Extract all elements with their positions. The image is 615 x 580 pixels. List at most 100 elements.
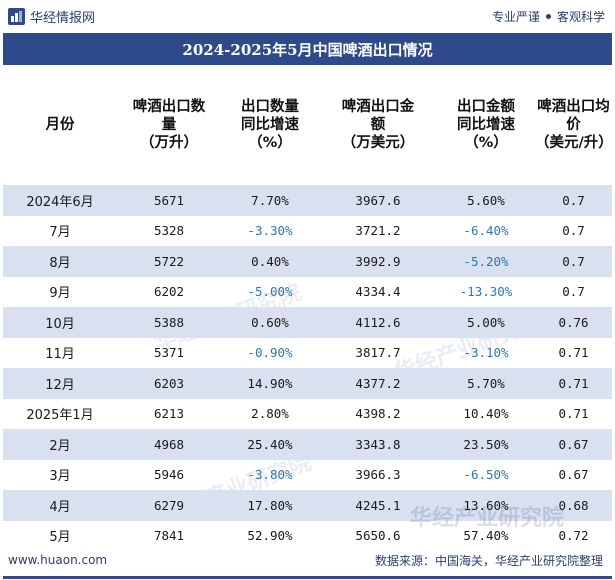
data-table: 月份 啤酒出口数量 （万升） 出口数量 同比增速 （%） 啤酒出口金额 （万美元） 出口金额 同比… — [3, 65, 613, 551]
footer-website[interactable]: www.huaon.com — [8, 553, 108, 567]
table-row: 2024年6月 5671 7.70% 3967.6 5.60% 0.7 — [3, 185, 612, 216]
tagline-left: 专业严谨 — [491, 10, 540, 24]
table-cell: 7841 — [153, 528, 185, 544]
table-cell: -3.10% — [463, 345, 509, 361]
table-cell: 5.60% — [467, 192, 505, 208]
table-cell: 0.72 — [558, 528, 589, 544]
table-cell: 57.40% — [463, 528, 509, 544]
table-cell: 4968 — [153, 436, 185, 452]
column-header-line: 量 — [161, 117, 177, 133]
table-cell: 25.40% — [247, 436, 293, 452]
table-cell: 0.7 — [562, 223, 585, 239]
table-row: 2025年1月 6213 2.80% 4398.2 10.40% 0.71 — [3, 399, 612, 430]
table-cell: -6.50% — [463, 467, 509, 483]
column-header-line: 啤酒出口数 — [132, 99, 206, 115]
table-cell: 12月 — [45, 377, 75, 393]
table-cell: -3.80% — [247, 467, 293, 483]
footer: www.huaon.com 数据来源：中国海关，华经产业研究院整理 — [0, 546, 615, 574]
table-cell: 5371 — [153, 345, 185, 361]
table-cell: 8月 — [49, 255, 71, 271]
table-cell: 7.70% — [251, 192, 289, 208]
table-cell: 0.60% — [251, 314, 289, 330]
brand-logo-icon — [8, 8, 25, 25]
table-cell: -6.40% — [463, 223, 509, 239]
table-cell: 4月 — [49, 499, 71, 515]
table-cell: 5328 — [153, 223, 185, 239]
table-cell: 13.60% — [463, 497, 509, 513]
table-cell: 5650.6 — [355, 528, 401, 544]
table-cell: 5388 — [153, 314, 185, 330]
table-cell: 4245.1 — [355, 497, 401, 513]
table-row: 11月 5371 -0.90% 3817.7 -3.10% 0.71 — [3, 338, 612, 369]
table-cell: 6203 — [153, 375, 185, 391]
table-cell: 5946 — [153, 467, 185, 483]
watermark-corner: 华经产业研究院 — [410, 506, 565, 531]
column-header-line: 啤酒出口金 — [341, 99, 415, 115]
table-cell: -5.20% — [463, 253, 509, 269]
table-row: 7月 5328 -3.30% 3721.2 -6.40% 0.7 — [3, 216, 612, 247]
table-cell: 0.71 — [558, 375, 589, 391]
brand[interactable]: 华经情报网 — [8, 7, 95, 26]
column-header-line: 月份 — [45, 117, 75, 133]
table-cell: 3992.9 — [355, 253, 401, 269]
tagline: 专业严谨 客观科学 — [492, 8, 605, 25]
table-body: 2024年6月 5671 7.70% 3967.6 5.60% 0.7 7月 5328 -3.3… — [3, 185, 612, 551]
table-row: 9月 6202 -5.00% 4334.4 -13.30% 0.7 — [3, 277, 612, 308]
table-cell: 0.76 — [558, 314, 589, 330]
table-cell: -13.30% — [459, 284, 513, 300]
table-row: 8月 5722 0.40% 3992.9 -5.20% 0.7 — [3, 246, 612, 277]
column-header-line: 出口金额 — [457, 99, 515, 115]
footer-source: 数据来源：中国海关，华经产业研究院整理 — [374, 553, 603, 568]
table-cell: 3月 — [49, 469, 71, 485]
table-cell: 0.40% — [251, 253, 289, 269]
table-cell: 11月 — [45, 347, 75, 363]
table-cell: 3817.7 — [355, 345, 401, 361]
table-cell: 2024年6月 — [26, 194, 94, 210]
table-cell: 6279 — [153, 497, 185, 513]
column-header-line: 价 — [566, 117, 581, 133]
table-cell: 10月 — [45, 316, 75, 332]
table-cell: 0.7 — [562, 253, 585, 269]
column-header-line: （%） — [464, 135, 508, 151]
table-cell: -5.00% — [247, 284, 293, 300]
table-row: 12月 6203 14.90% 4377.2 5.70% 0.71 — [3, 368, 612, 399]
table-cell: 0.67 — [558, 467, 589, 483]
table-cell: 9月 — [49, 286, 71, 302]
table-cell: 6202 — [153, 284, 185, 300]
column-header-line: （%） — [248, 135, 292, 151]
column-header-line: （万升） — [140, 135, 198, 151]
table-cell: 0.7 — [562, 284, 585, 300]
bottom-divider — [3, 576, 612, 579]
brand-name: 华经情报网 — [30, 11, 96, 26]
table-cell: 0.71 — [558, 345, 589, 361]
table-cell: 14.90% — [247, 375, 293, 391]
table-cell: 4398.2 — [355, 406, 401, 422]
table-cell: 4112.6 — [355, 314, 401, 330]
table-cell: 0.67 — [558, 436, 589, 452]
column-header-line: 啤酒出口均 — [537, 99, 610, 115]
table-cell: -0.90% — [247, 345, 293, 361]
column-header-line: （美元/升） — [535, 135, 613, 151]
table-cell: 5722 — [153, 253, 185, 269]
table-cell: 23.50% — [463, 436, 509, 452]
column-header: 月份 — [3, 65, 117, 185]
table-cell: 17.80% — [247, 497, 293, 513]
table-cell: 3343.8 — [355, 436, 401, 452]
table-cell: 3966.3 — [355, 467, 401, 483]
column-header: 出口金额同比增速 （%） — [437, 65, 535, 185]
column-header-line: 同比增速 — [457, 117, 515, 133]
table-cell: 5671 — [153, 192, 185, 208]
table-cell: 0.68 — [558, 497, 589, 513]
top-bar: 华经情报网 专业严谨 客观科学 — [0, 0, 615, 33]
table-cell: 2025年1月 — [26, 408, 94, 424]
table-cell: 52.90% — [247, 528, 293, 544]
table-cell: 7月 — [49, 225, 71, 241]
table-row: 5月 7841 52.90% 5650.6 57.40% 0.72 — [3, 521, 612, 552]
table-cell: 2.80% — [251, 406, 289, 422]
table-cell: 5.00% — [467, 314, 505, 330]
separator-dot-icon — [545, 14, 551, 19]
column-header: 啤酒出口均价 （美元/升） — [535, 65, 613, 185]
column-header-line: 同比增速 — [241, 117, 299, 133]
column-header-line: 额 — [370, 117, 386, 133]
table-cell: 5月 — [49, 530, 71, 546]
